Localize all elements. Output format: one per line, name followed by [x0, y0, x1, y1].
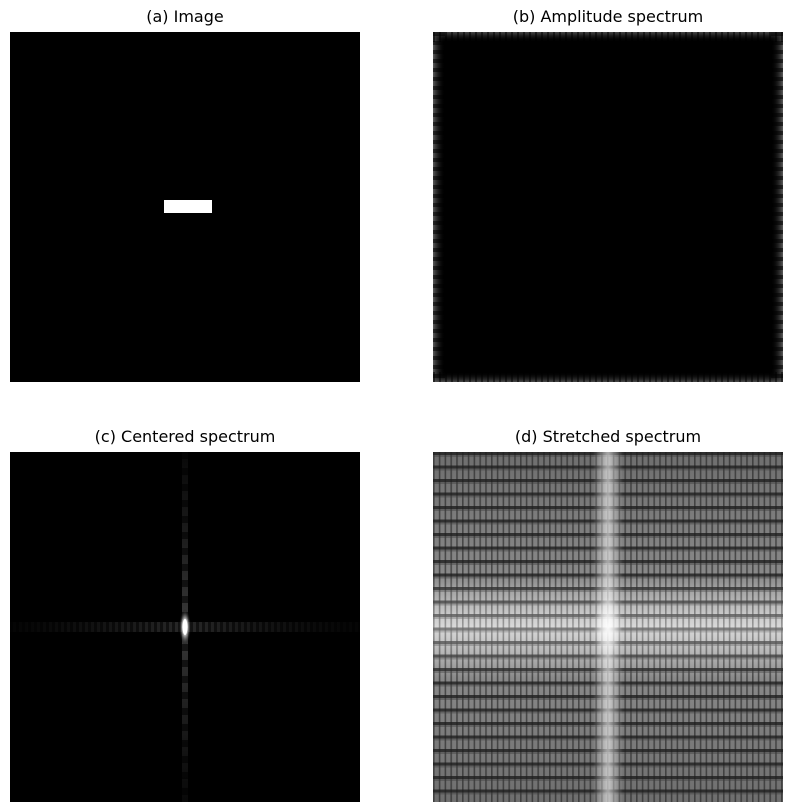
- panel-d-center-glow: [594, 597, 622, 657]
- panel-c-title: (c) Centered spectrum: [94, 427, 276, 446]
- panel-b-background: [433, 32, 783, 382]
- panel-a-title: (a) Image: [146, 7, 224, 26]
- white-rectangle: [164, 200, 212, 213]
- panel-c-dc-core: [182, 619, 188, 635]
- panel-c-image: [10, 452, 360, 802]
- panel-b-image: [433, 32, 783, 382]
- panel-a-image: [10, 32, 360, 382]
- panel-d-image: [433, 452, 783, 802]
- panel-b-title: (b) Amplitude spectrum: [512, 7, 704, 26]
- panel-b-edge-energy: [433, 32, 783, 382]
- panel-d-title: (d) Stretched spectrum: [514, 427, 702, 446]
